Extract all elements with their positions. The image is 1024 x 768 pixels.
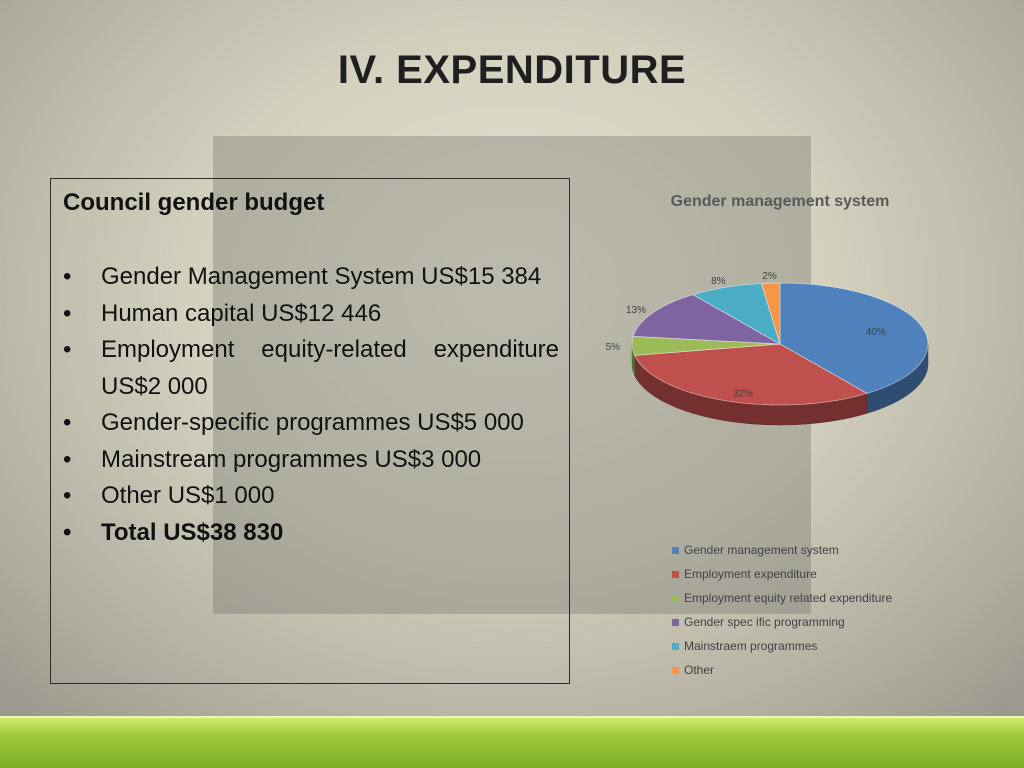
pie-chart: 40% 32% 5% 13% 8% 2% (606, 271, 929, 426)
legend-swatch (672, 642, 679, 650)
legend-label: Gender management system (684, 543, 839, 557)
footer-bar (0, 716, 1024, 768)
legend-item: Gender management system (672, 538, 892, 562)
budget-item-gender-specific: Gender-specific programmes US$5 000 (63, 405, 559, 442)
legend-label: Gender spec ific programming (684, 615, 845, 629)
chart-legend: Gender management system Employment expe… (672, 538, 892, 682)
legend-label: Employment equity related expenditure (684, 591, 893, 605)
legend-swatch (672, 666, 679, 674)
budget-item-other: Other US$1 000 (63, 478, 559, 515)
legend-item: Other (672, 658, 892, 682)
budget-item-mainstream: Mainstream programmes US$3 000 (63, 442, 559, 479)
data-label: 5% (606, 342, 621, 353)
legend-item: Mainstraem programmes (672, 634, 892, 658)
legend-swatch (672, 594, 679, 602)
legend-item: Gender spec ific programming (672, 610, 892, 634)
budget-item-employment-equity: Employment equity-related expenditure US… (63, 332, 559, 405)
data-label: 13% (626, 305, 646, 316)
slice-gender-management (779, 282, 929, 394)
legend-label: Other (684, 663, 715, 677)
chart-title: Gender management system (670, 193, 890, 210)
slide-title: IV. EXPENDITURE (337, 48, 687, 92)
budget-item-gender-management: Gender Management System US$15 384 (63, 259, 559, 296)
data-label: 2% (762, 271, 777, 282)
slice-gender-specific (632, 294, 781, 345)
slice-other (760, 282, 781, 345)
budget-list: Gender Management System US$15 384 Human… (63, 259, 559, 551)
slice-employment-expenditure (634, 343, 869, 406)
data-label: 40% (866, 327, 886, 338)
legend-label: Mainstraem programmes (684, 639, 818, 653)
legend-swatch (672, 546, 679, 554)
legend-item: Employment expenditure (672, 562, 892, 586)
legend-swatch (672, 570, 679, 578)
budget-item-total: Total US$38 830 (63, 515, 559, 552)
data-label: 32% (733, 389, 753, 400)
budget-heading: Council gender budget (63, 189, 325, 216)
data-label: 8% (711, 276, 726, 287)
budget-text-box: Council gender budget Gender Management … (50, 178, 570, 684)
legend-item: Employment equity related expenditure (672, 586, 892, 610)
legend-label: Employment expenditure (684, 567, 817, 581)
legend-swatch (672, 618, 679, 626)
budget-item-human-capital: Human capital US$12 446 (63, 296, 559, 333)
